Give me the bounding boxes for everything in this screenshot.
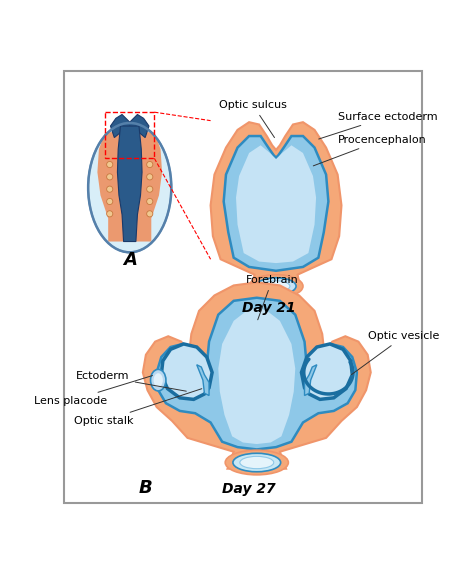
Circle shape: [146, 174, 153, 180]
Polygon shape: [304, 365, 317, 395]
Ellipse shape: [256, 278, 296, 295]
Polygon shape: [118, 126, 142, 241]
Text: Forebrain: Forebrain: [246, 275, 299, 320]
Text: Optic vesicle: Optic vesicle: [351, 331, 440, 374]
Text: Ectoderm: Ectoderm: [76, 372, 186, 391]
Polygon shape: [157, 298, 357, 450]
Polygon shape: [236, 145, 316, 263]
Text: A: A: [123, 250, 137, 269]
Ellipse shape: [249, 275, 303, 298]
Text: Optic sulcus: Optic sulcus: [219, 100, 287, 138]
Circle shape: [107, 162, 113, 168]
Ellipse shape: [88, 123, 171, 252]
Text: Surface ectoderm: Surface ectoderm: [319, 112, 437, 139]
Text: Day 21: Day 21: [242, 300, 295, 315]
Circle shape: [146, 186, 153, 192]
Ellipse shape: [262, 281, 290, 291]
Circle shape: [146, 211, 153, 217]
Text: Procencephalon: Procencephalon: [313, 135, 427, 166]
Text: B: B: [138, 479, 152, 497]
Circle shape: [107, 199, 113, 205]
Ellipse shape: [240, 456, 273, 469]
Ellipse shape: [233, 453, 281, 472]
Polygon shape: [219, 308, 295, 444]
Text: Day 27: Day 27: [222, 483, 276, 496]
Polygon shape: [197, 365, 209, 395]
Circle shape: [107, 174, 113, 180]
Ellipse shape: [154, 373, 163, 387]
Ellipse shape: [225, 450, 288, 475]
Ellipse shape: [151, 369, 166, 391]
Polygon shape: [143, 282, 371, 469]
Circle shape: [146, 162, 153, 168]
Polygon shape: [110, 114, 149, 138]
Bar: [105, 112, 155, 158]
Polygon shape: [224, 136, 328, 271]
Text: Optic stalk: Optic stalk: [74, 389, 202, 426]
Polygon shape: [97, 132, 162, 241]
Text: Lens placode: Lens placode: [34, 376, 153, 406]
Circle shape: [107, 211, 113, 217]
Polygon shape: [210, 122, 341, 290]
Circle shape: [146, 199, 153, 205]
Circle shape: [107, 186, 113, 192]
Polygon shape: [301, 344, 352, 399]
Polygon shape: [161, 344, 212, 399]
